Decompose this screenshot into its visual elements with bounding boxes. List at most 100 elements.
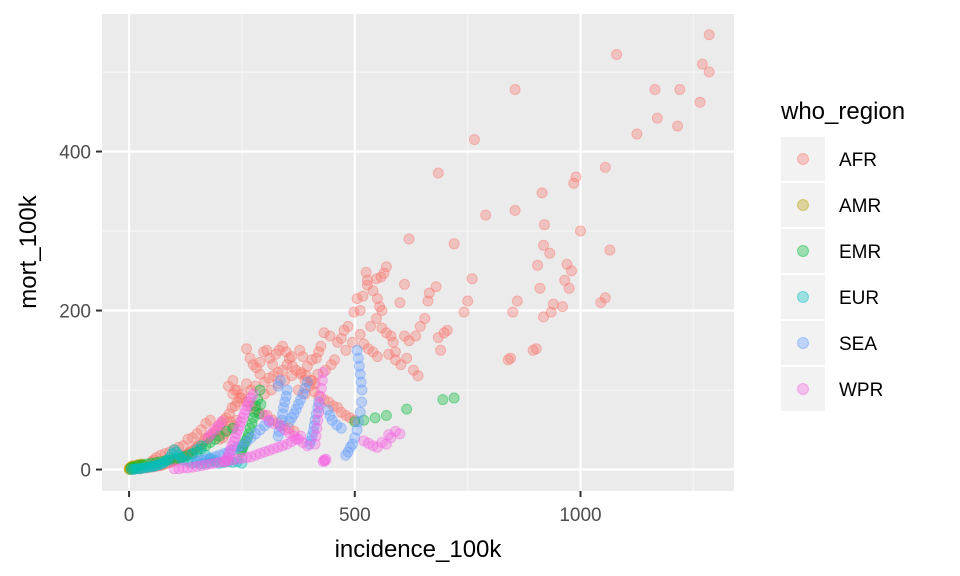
point-afr: [332, 336, 344, 348]
point-afr: [283, 352, 295, 364]
point-eur: [155, 458, 167, 470]
point-sea: [354, 368, 366, 380]
point-wpr: [295, 430, 307, 442]
point-afr: [414, 320, 426, 332]
point-sea: [306, 430, 318, 442]
point-wpr: [292, 433, 304, 445]
point-afr: [146, 456, 158, 468]
point-eur: [195, 440, 207, 452]
point-afr: [389, 354, 401, 366]
point-emr: [249, 406, 261, 418]
point-afr: [195, 438, 207, 450]
point-afr: [288, 425, 300, 437]
point-afr: [272, 417, 284, 429]
point-sea: [290, 403, 302, 415]
point-emr: [177, 451, 189, 463]
minor-gridlines: [102, 14, 734, 491]
point-afr: [466, 273, 478, 285]
point-afr: [245, 384, 257, 396]
point-eur: [162, 454, 173, 466]
point-wpr: [362, 437, 374, 449]
point-afr: [173, 441, 185, 453]
point-afr: [250, 362, 262, 374]
point-wpr: [312, 414, 324, 426]
point-eur: [173, 449, 185, 461]
point-afr: [222, 380, 234, 392]
point-afr: [530, 343, 542, 355]
point-wpr: [313, 406, 325, 418]
legend-key-marker: [797, 245, 809, 257]
point-wpr: [268, 417, 279, 429]
point-wpr: [254, 448, 266, 460]
point-emr: [182, 449, 194, 461]
point-afr: [354, 305, 366, 316]
point-sea: [241, 436, 252, 448]
point-sea: [326, 414, 338, 426]
point-afr: [367, 346, 379, 358]
point-wpr: [358, 435, 370, 447]
point-eur: [128, 464, 140, 475]
point-emr: [240, 435, 252, 447]
point-eur: [137, 462, 149, 474]
point-sea: [280, 390, 292, 402]
point-afr: [332, 402, 344, 413]
point-afr: [277, 340, 289, 352]
point-wpr: [235, 416, 247, 428]
point-sea: [195, 454, 207, 466]
point-emr: [254, 384, 266, 396]
point-afr: [306, 354, 318, 366]
point-wpr: [277, 440, 289, 452]
legend-item-amr: AMR: [781, 183, 881, 227]
legend-key-marker: [797, 153, 809, 165]
point-eur: [134, 463, 146, 475]
point-wpr: [297, 437, 309, 448]
point-wpr: [371, 441, 383, 453]
point-afr: [672, 120, 684, 132]
point-afr: [538, 219, 550, 231]
point-afr: [256, 408, 268, 420]
point-eur: [204, 456, 216, 468]
point-afr: [130, 463, 142, 475]
point-amr: [129, 461, 141, 473]
point-afr: [213, 433, 225, 445]
point-amr: [136, 458, 148, 470]
point-afr: [395, 359, 407, 371]
point-eur: [177, 454, 189, 466]
point-sea: [305, 435, 317, 447]
point-afr: [272, 378, 284, 390]
point-sea: [254, 424, 266, 436]
point-afr: [441, 324, 453, 336]
point-afr: [198, 435, 210, 447]
point-emr: [349, 416, 361, 428]
point-eur: [191, 456, 203, 468]
point-eur: [148, 460, 160, 472]
point-sea: [356, 396, 368, 408]
point-sea: [250, 428, 261, 440]
point-afr: [280, 346, 292, 358]
point-afr: [480, 209, 492, 221]
point-amr: [125, 462, 137, 474]
point-emr: [358, 414, 370, 426]
point-afr: [389, 346, 401, 358]
point-wpr: [376, 437, 388, 448]
point-afr: [164, 456, 176, 468]
point-amr: [125, 461, 137, 473]
point-afr: [432, 167, 444, 179]
point-wpr: [245, 451, 257, 463]
point-afr: [419, 313, 431, 324]
point-afr: [299, 375, 311, 386]
point-afr: [422, 295, 434, 307]
point-eur: [139, 462, 151, 474]
point-afr: [278, 420, 289, 432]
point-wpr: [213, 420, 224, 432]
point-afr: [544, 247, 556, 259]
point-afr: [254, 356, 266, 368]
point-afr: [186, 432, 198, 444]
point-afr: [649, 84, 661, 95]
point-afr: [250, 380, 261, 392]
point-afr: [259, 388, 270, 400]
point-wpr: [202, 432, 214, 444]
point-afr: [380, 327, 392, 339]
legend-key-marker: [797, 383, 809, 395]
point-wpr: [268, 443, 279, 455]
